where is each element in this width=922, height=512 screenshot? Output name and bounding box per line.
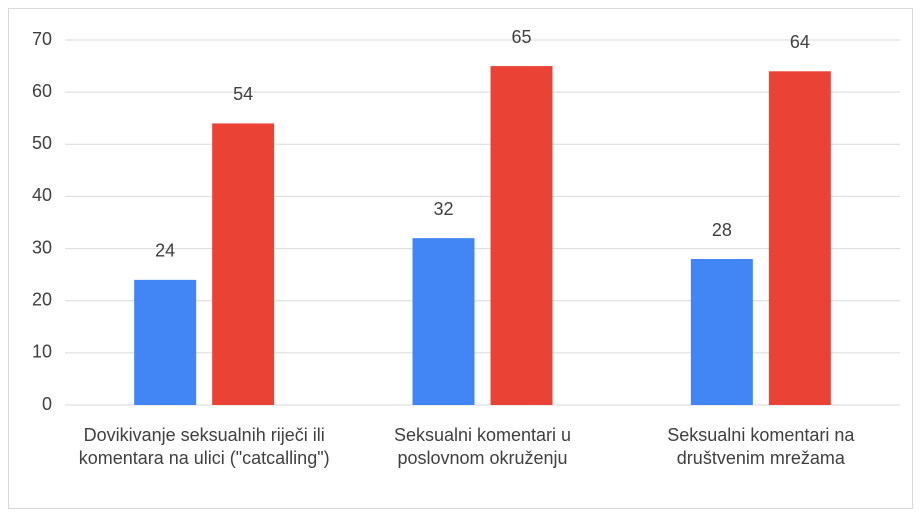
data-label: 64 [790,32,810,52]
bar [134,279,197,405]
data-label: 54 [233,84,253,104]
y-tick-label: 0 [42,394,52,414]
y-tick-label: 50 [32,133,52,153]
y-tick-label: 20 [32,289,52,309]
x-tick-label: Seksualni komentari u poslovnom okruženj… [393,425,572,468]
bar [490,66,553,406]
y-tick-label: 70 [32,29,52,49]
data-label: 32 [433,199,453,219]
data-label: 28 [712,220,732,240]
x-tick-label: Dovikivanje seksualnih riječi ili koment… [78,425,330,468]
y-tick-label: 30 [32,237,52,257]
bar [212,123,275,405]
y-tick-label: 60 [32,81,52,101]
bar [690,259,753,405]
y-tick-label: 40 [32,185,52,205]
bar [412,238,475,405]
y-tick-label: 10 [32,342,52,362]
data-label: 65 [511,27,531,47]
bar [768,71,831,406]
x-tick-label: Seksualni komentari na društvenim mrežam… [667,425,855,468]
data-label: 24 [155,241,175,261]
